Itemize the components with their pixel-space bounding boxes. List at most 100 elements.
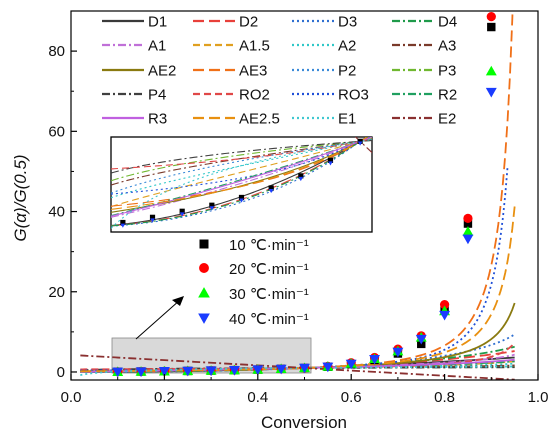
legend-marker (199, 239, 209, 249)
inset-curve-ro2 (111, 138, 372, 170)
legend-marker (199, 263, 209, 273)
inset-curve-p3 (111, 139, 372, 182)
legend-label: E1 (338, 111, 356, 128)
data-point-4 (112, 367, 124, 378)
legend-label: AE2 (148, 63, 176, 80)
x-axis-title: Conversion (261, 413, 347, 432)
data-point-1 (463, 219, 473, 228)
legend-series-label: 20 ℃·min⁻¹ (229, 261, 309, 278)
inset-curve-p2 (111, 139, 372, 194)
inset-curve-ae2-5 (111, 137, 369, 210)
legend-series-label: 40 ℃·min⁻¹ (229, 311, 309, 328)
data-point-4 (369, 354, 381, 365)
inset-data-point (238, 194, 245, 201)
data-point-4 (485, 87, 497, 98)
data-point-2 (486, 11, 496, 22)
legend-label: D2 (239, 14, 258, 31)
legend-label: RO2 (239, 87, 270, 104)
legend-label: P3 (438, 63, 456, 80)
data-point-2 (463, 213, 473, 223)
x-axis: 0.0 0.2 0.4 0.6 0.8 1.0 (61, 374, 549, 406)
inset-data-point-40 (268, 189, 274, 194)
data-point-4 (275, 364, 287, 375)
legend-marker (198, 287, 210, 298)
model-legend: D1 D2 D3 D4 A1 A1.5 A2 A3 AE2 AE3 P2 P3 P4 RO2 RO3 R2 R3… (102, 14, 457, 128)
data-point-3 (462, 226, 474, 236)
legend-label: RO3 (338, 87, 369, 104)
x-tick-label: 0.8 (434, 389, 455, 406)
y-tick-label: 60 (48, 123, 65, 140)
data-point-4 (299, 363, 310, 374)
legend-label: A3 (438, 38, 456, 55)
y-axis: 0 20 40 60 80 (48, 43, 77, 381)
zoom-arrow-line (135, 299, 181, 340)
data-point-4 (205, 366, 217, 377)
data-point-4 (392, 347, 404, 358)
x-tick-label: 1.0 (528, 389, 549, 406)
legend-label: E2 (438, 111, 456, 128)
inset-data-point-40 (150, 218, 155, 223)
inset-data-point (268, 185, 274, 191)
inset-data-point-40 (298, 176, 304, 182)
data-point-4 (158, 367, 170, 377)
legend-label: AE3 (239, 63, 267, 80)
data-point-4 (228, 365, 240, 376)
legend-label: A2 (338, 38, 356, 55)
legend-label: R2 (438, 87, 457, 104)
data-point-4 (322, 362, 334, 373)
inset-points (120, 138, 363, 228)
inset-data-point (357, 138, 363, 144)
legend-series-label: 30 ℃·min⁻¹ (229, 286, 309, 303)
x-tick-label: 0.2 (154, 389, 175, 406)
model-curve-ro2 (80, 342, 516, 371)
inset-curve-a1-5 (111, 137, 372, 208)
data-point-3 (485, 65, 497, 76)
inset-data-point-40 (328, 161, 333, 166)
marker-legend: 10 ℃·min⁻¹ 20 ℃·min⁻¹ 30 ℃·min⁻¹ 40 ℃·min⁻¹ (198, 237, 309, 328)
y-axis-title: G(α)/G(0.5) (11, 154, 30, 241)
legend-marker (198, 313, 210, 324)
y-tick-label: 0 (57, 364, 65, 381)
inset-data-point (298, 173, 304, 179)
model-curves (80, 11, 516, 380)
data-point-4 (345, 359, 357, 370)
data-point-4 (135, 367, 147, 377)
legend-label: A1 (148, 38, 166, 55)
inset-curve-r3 (111, 137, 372, 217)
inset-data-point-40 (357, 141, 363, 146)
inset-curve-a2 (111, 138, 372, 199)
data-point-4 (462, 234, 474, 245)
data-point-4 (415, 334, 427, 345)
data-point-1 (487, 22, 496, 32)
legend-label: D3 (338, 14, 357, 31)
inset-data-point (149, 214, 156, 220)
data-point-2 (439, 299, 450, 310)
data-point-4 (182, 366, 194, 377)
y-tick-label: 80 (48, 43, 65, 60)
inset-curve-p4 (111, 139, 372, 174)
inset-data-point (209, 202, 215, 208)
data-point-4 (439, 310, 451, 321)
inset-data-point-40 (209, 206, 215, 211)
legend-series-label: 10 ℃·min⁻¹ (229, 237, 309, 254)
legend-label: D4 (438, 14, 457, 31)
experimental-points (112, 11, 497, 378)
inset-data-point (327, 157, 334, 163)
data-point-4 (252, 365, 264, 376)
legend-label: AE2.5 (239, 111, 280, 128)
inset-data-point (120, 219, 126, 226)
inset-data-point-40 (120, 223, 126, 228)
x-tick-label: 0.4 (247, 389, 268, 406)
legend-label: D1 (148, 14, 167, 31)
inset-curve-a1 (111, 137, 372, 218)
inset-data-point (179, 208, 185, 214)
legend-label: P4 (148, 87, 166, 104)
zoom-arrow-head (172, 296, 184, 306)
legend-label: R3 (148, 111, 167, 128)
model-curve-p2 (80, 365, 515, 373)
model-curve-a2 (80, 362, 515, 373)
model-curve-ae2-5 (80, 206, 516, 373)
x-tick-label: 0.0 (61, 389, 82, 406)
x-tick-label: 0.6 (341, 389, 362, 406)
